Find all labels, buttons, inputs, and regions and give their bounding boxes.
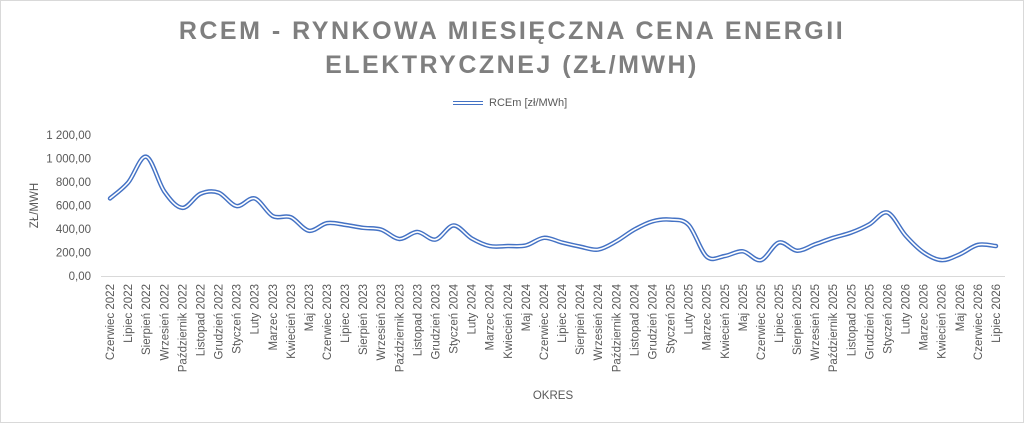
x-tick-label: Kwiecień 2025: [720, 284, 732, 359]
x-tick-label: Sierpień 2024: [575, 283, 587, 355]
x-tick-label: Listopad 2023: [412, 284, 424, 356]
x-tick-label: Lipiec 2026: [991, 284, 1003, 343]
x-tick-label: Czerwiec 2022: [105, 284, 117, 360]
x-tick-label: Styczeń 2024: [449, 283, 461, 353]
y-axis-title: ZŁ/MWH: [29, 183, 41, 228]
legend-label: RCEm [zł/MWh]: [489, 97, 568, 109]
x-tick-label: Lipiec 2023: [340, 284, 352, 343]
x-tick-label: Grudzień 2025: [864, 284, 876, 359]
x-tick-label: Lipiec 2024: [557, 283, 569, 342]
y-tick-label: 0,00: [69, 271, 91, 283]
chart-title-line-2: ELEKTRYCZNEJ (ZŁ/MWH): [325, 51, 699, 79]
x-tick-label: Grudzień 2022: [214, 284, 226, 359]
x-tick-label: Luty 2023: [250, 284, 262, 335]
x-tick-label: Październik 2025: [828, 284, 840, 372]
x-tick-label: Kwiecień 2023: [286, 284, 298, 359]
x-tick-label: Luty 2026: [901, 284, 913, 335]
x-tick-label: Maj 2025: [738, 284, 750, 331]
x-tick-label: Listopad 2024: [629, 283, 641, 356]
x-tick-label: Wrzesień 2022: [159, 284, 171, 361]
y-tick-label: 1 200,00: [46, 130, 91, 142]
x-tick-label: Marzec 2024: [485, 283, 497, 350]
chart-title: RCEM - RYNKOWA MIESIĘCZNA CENA ENERGII E…: [0, 14, 1024, 82]
x-tick-label: Grudzień 2024: [647, 283, 659, 359]
x-tick-label: Czerwiec 2023: [322, 284, 334, 360]
y-tick-label: 400,00: [56, 224, 91, 236]
x-tick-label: Styczeń 2025: [666, 284, 678, 354]
x-tick-label: Styczeń 2026: [882, 284, 894, 354]
x-tick-label: Czerwiec 2026: [973, 284, 985, 360]
x-axis-title: OKRES: [533, 390, 574, 402]
x-tick-label: Czerwiec 2025: [756, 284, 768, 360]
x-tick-label: Listopad 2022: [195, 284, 207, 356]
x-tick-label: Lipiec 2022: [123, 284, 135, 343]
x-tick-label: Kwiecień 2024: [503, 283, 515, 358]
legend-swatch: [453, 101, 483, 105]
x-tick-label: Lipiec 2025: [774, 284, 786, 343]
x-tick-label: Maj 2024: [521, 283, 533, 331]
chart-title-line-1: RCEM - RYNKOWA MIESIĘCZNA CENA ENERGII: [178, 17, 846, 45]
y-tick-label: 800,00: [56, 177, 91, 189]
x-tick-label: Luty 2024: [467, 283, 479, 334]
x-tick-label: Październik 2022: [177, 284, 189, 372]
y-tick-label: 200,00: [56, 248, 91, 260]
x-tick-label: Maj 2023: [304, 284, 316, 331]
x-tick-label: Sierpień 2023: [358, 284, 370, 355]
x-tick-label: Wrzesień 2025: [810, 284, 822, 361]
legend: RCEm [zł/MWh]: [453, 96, 567, 110]
x-tick-label: Wrzesień 2023: [376, 284, 388, 361]
x-tick-label: Listopad 2025: [846, 284, 858, 356]
x-tick-label: Wrzesień 2024: [593, 283, 605, 360]
x-tick-label: Marzec 2026: [919, 284, 931, 350]
y-tick-label: 1 000,00: [46, 154, 91, 166]
x-tick-label: Marzec 2023: [268, 284, 280, 350]
y-tick-label: 600,00: [56, 201, 91, 213]
series-line-inner: [109, 155, 997, 262]
x-tick-label: Grudzień 2023: [430, 284, 442, 359]
x-tick-label: Październik 2023: [394, 284, 406, 372]
x-tick-label: Luty 2025: [684, 284, 696, 335]
x-tick-label: Kwiecień 2026: [937, 284, 949, 359]
x-tick-label: Sierpień 2022: [141, 284, 153, 355]
x-tick-label: Maj 2026: [955, 284, 967, 331]
x-tick-label: Styczeń 2023: [232, 284, 244, 354]
x-tick-label: Sierpień 2025: [792, 284, 804, 355]
x-tick-label: Marzec 2025: [702, 284, 714, 350]
series-line-outer: [107, 154, 999, 263]
x-tick-label: Październik 2024: [611, 283, 623, 372]
x-tick-label: Czerwiec 2024: [539, 283, 551, 360]
